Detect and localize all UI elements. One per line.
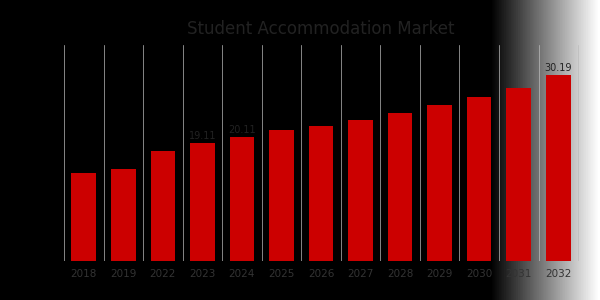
Bar <box>348 120 373 261</box>
Bar <box>190 143 215 261</box>
Text: 30.19: 30.19 <box>545 62 572 73</box>
Bar <box>427 106 452 261</box>
Bar <box>230 137 254 261</box>
Bar <box>309 126 333 261</box>
Bar <box>151 151 175 261</box>
Bar <box>546 75 571 261</box>
Bar <box>506 88 531 261</box>
Bar <box>467 98 491 261</box>
Title: Student Accommodation Market: Student Accommodation Market <box>187 20 455 38</box>
Bar <box>388 113 412 261</box>
Bar <box>269 130 294 261</box>
Text: 20.11: 20.11 <box>228 125 256 135</box>
Bar <box>111 169 136 261</box>
Text: 19.11: 19.11 <box>188 131 216 141</box>
Bar <box>71 173 96 261</box>
